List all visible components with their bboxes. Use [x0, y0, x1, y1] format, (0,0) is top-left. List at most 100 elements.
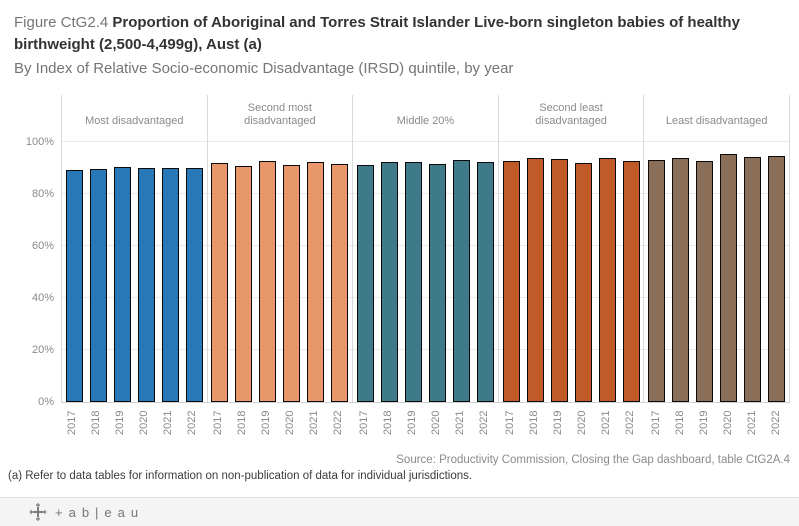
- y-tick-label-100: 100%: [25, 136, 54, 148]
- pane-header: Second most disadvantaged: [208, 95, 353, 133]
- tableau-wordmark: +ab|eau: [55, 504, 145, 520]
- bar[interactable]: [574, 163, 592, 402]
- gridlines: [62, 133, 790, 402]
- pane-plot: [208, 133, 353, 402]
- bar[interactable]: [137, 167, 155, 402]
- bar[interactable]: [211, 163, 229, 402]
- pane-header: Most disadvantaged: [62, 95, 207, 133]
- pane-header-label: Middle 20%: [396, 115, 455, 127]
- x-tick-label: 2020: [721, 410, 734, 436]
- year-label-group: 2017 2018 2019 2020 2021 2022: [499, 403, 645, 439]
- title-figure-number: Figure CtG2.4: [14, 14, 113, 31]
- x-tick-label: 2022: [186, 410, 199, 436]
- x-tick-label: 2022: [623, 410, 636, 436]
- bar[interactable]: [235, 165, 253, 402]
- x-tick-label: 2017: [66, 410, 79, 436]
- bar[interactable]: [89, 169, 107, 402]
- bar[interactable]: [428, 164, 446, 402]
- bar[interactable]: [307, 161, 325, 402]
- pane-0: Most disadvantaged: [62, 95, 208, 402]
- bar[interactable]: [672, 157, 690, 402]
- bar[interactable]: [356, 164, 374, 402]
- bar-chart: Most disadvantaged Second most disadvanta…: [61, 95, 790, 439]
- x-tick-label: 2019: [405, 410, 418, 436]
- pane-header-label: Second least disadvantaged: [535, 102, 607, 127]
- pane-header: Middle 20%: [353, 95, 498, 133]
- source-note: Source: Productivity Commission, Closing…: [396, 454, 790, 466]
- pane-plot: [644, 133, 789, 402]
- pane-plot: [62, 133, 207, 402]
- bar[interactable]: [744, 157, 762, 402]
- x-tick-label: 2019: [551, 410, 564, 436]
- tableau-toolbar: +ab|eau: [0, 497, 799, 526]
- pane-header-label: Second most disadvantaged: [244, 102, 316, 127]
- x-tick-label: 2021: [453, 410, 466, 436]
- x-tick-label: 2021: [599, 410, 612, 436]
- x-tick-label: 2019: [114, 410, 127, 436]
- bar[interactable]: [550, 158, 568, 402]
- pane-header: Least disadvantaged: [644, 95, 789, 133]
- x-tick-label: 2022: [477, 410, 490, 436]
- bar[interactable]: [161, 167, 179, 402]
- gridline-100: [62, 141, 790, 142]
- x-tick-label: 2021: [308, 410, 321, 436]
- tableau-logo-icon: [29, 503, 47, 521]
- plot-area: Most disadvantaged Second most disadvanta…: [61, 95, 790, 403]
- footnote: (a) Refer to data tables for information…: [8, 470, 473, 482]
- bar[interactable]: [452, 160, 470, 402]
- x-tick-label: 2017: [503, 410, 516, 436]
- bar[interactable]: [598, 158, 616, 402]
- x-tick-label: 2022: [769, 410, 782, 436]
- bar[interactable]: [696, 160, 714, 402]
- x-tick-label: 2019: [260, 410, 273, 436]
- bar[interactable]: [65, 169, 83, 402]
- pane-header-label: Most disadvantaged: [85, 115, 184, 127]
- bar[interactable]: [331, 164, 349, 402]
- bar[interactable]: [185, 168, 203, 402]
- year-label-group: 2017 2018 2019 2020 2021 2022: [354, 403, 500, 439]
- bar[interactable]: [502, 160, 520, 402]
- x-tick-label: 2021: [745, 410, 758, 436]
- gridline-80: [62, 193, 790, 194]
- x-tick-label: 2021: [162, 410, 175, 436]
- bar[interactable]: [404, 161, 422, 402]
- bar[interactable]: [720, 154, 738, 402]
- x-tick-label: 2018: [673, 410, 686, 436]
- pane-header-label: Least disadvantaged: [665, 115, 768, 127]
- pane-2: Middle 20%: [353, 95, 499, 402]
- pane-plot: [499, 133, 644, 402]
- bar[interactable]: [380, 162, 398, 402]
- year-label-group: 2017 2018 2019 2020 2021 2022: [645, 403, 791, 439]
- bar[interactable]: [622, 160, 640, 402]
- x-tick-label: 2018: [527, 410, 540, 436]
- gridline-20: [62, 349, 790, 350]
- bar[interactable]: [113, 166, 131, 402]
- bar[interactable]: [768, 156, 786, 402]
- pane-3: Second least disadvantaged: [499, 95, 645, 402]
- tableau-logo[interactable]: +ab|eau: [29, 503, 144, 521]
- y-tick-label-0: 0%: [38, 396, 54, 408]
- gridline-60: [62, 245, 790, 246]
- x-tick-label: 2020: [575, 410, 588, 436]
- pane-1: Second most disadvantaged: [208, 95, 354, 402]
- year-label-group: 2017 2018 2019 2020 2021 2022: [208, 403, 354, 439]
- x-axis-labels: 2017 2018 2019 2020 2021 2022 2017 2018 2019 2020…: [62, 403, 791, 439]
- x-tick-label: 2018: [90, 410, 103, 436]
- gridline-40: [62, 297, 790, 298]
- year-label-group: 2017 2018 2019 2020 2021 2022: [62, 403, 208, 439]
- bar[interactable]: [283, 164, 301, 402]
- page-title: Figure CtG2.4 Proportion of Aboriginal a…: [14, 12, 786, 80]
- bar[interactable]: [476, 162, 494, 402]
- y-tick-label-20: 20%: [31, 344, 54, 356]
- x-tick-label: 2018: [381, 410, 394, 436]
- y-tick-label-60: 60%: [31, 240, 54, 252]
- title-main: Proportion of Aboriginal and Torres Stra…: [14, 14, 740, 53]
- x-tick-label: 2018: [236, 410, 249, 436]
- bar[interactable]: [526, 158, 544, 402]
- pane-4: Least disadvantaged: [644, 95, 790, 402]
- bar[interactable]: [648, 159, 666, 402]
- bar[interactable]: [259, 161, 277, 402]
- pane-header: Second least disadvantaged: [499, 95, 644, 133]
- y-tick-label-40: 40%: [31, 292, 54, 304]
